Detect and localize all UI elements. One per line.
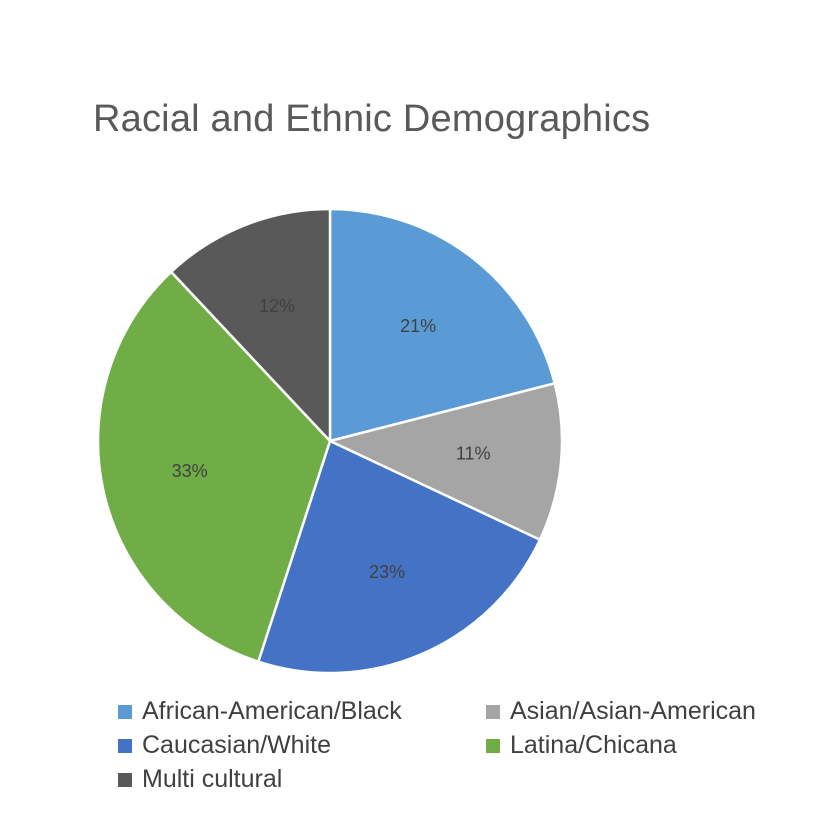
- legend-swatch: [118, 704, 132, 719]
- pie-slice-african-american-black: [328, 207, 556, 443]
- legend-label: African-American/Black: [142, 697, 402, 725]
- legend-item-asian-asian-american: Asian/Asian-American: [486, 697, 756, 726]
- pie-slice-multi-cultural: [169, 207, 332, 443]
- data-label: 12%: [259, 296, 295, 316]
- data-label: 33%: [172, 461, 208, 481]
- data-label: 23%: [369, 562, 405, 582]
- legend-label: Asian/Asian-American: [510, 697, 756, 725]
- legend-label: Multi cultural: [142, 765, 283, 793]
- chart-title: Racial and Ethnic Demographics: [93, 98, 651, 140]
- legend-label: Caucasian/White: [142, 731, 331, 759]
- pie-slice-asian-asian-american: [328, 382, 564, 542]
- legend-swatch: [486, 738, 500, 753]
- pie-slice-latina-chicana: [96, 270, 332, 663]
- legend-swatch: [486, 704, 500, 719]
- legend-item-african-american-black: African-American/Black: [118, 697, 402, 726]
- data-label: 21%: [400, 316, 436, 336]
- legend-swatch: [118, 772, 132, 787]
- legend-item-multi-cultural: Multi cultural: [118, 765, 282, 794]
- legend: African-American/Black Asian/Asian-Ameri…: [118, 697, 818, 807]
- data-label: 11%: [456, 443, 491, 463]
- pie-slice-caucasian-white: [257, 439, 542, 675]
- pie-data-labels: 21% 11% 23% 33% 12%: [172, 296, 491, 582]
- legend-label: Latina/Chicana: [510, 731, 677, 759]
- pie-chart: 21% 11% 23% 33% 12%: [96, 207, 564, 675]
- legend-item-caucasian-white: Caucasian/White: [118, 731, 331, 760]
- legend-swatch: [118, 738, 132, 753]
- pie-slices: [96, 207, 564, 675]
- legend-item-latina-chicana: Latina/Chicana: [486, 731, 677, 760]
